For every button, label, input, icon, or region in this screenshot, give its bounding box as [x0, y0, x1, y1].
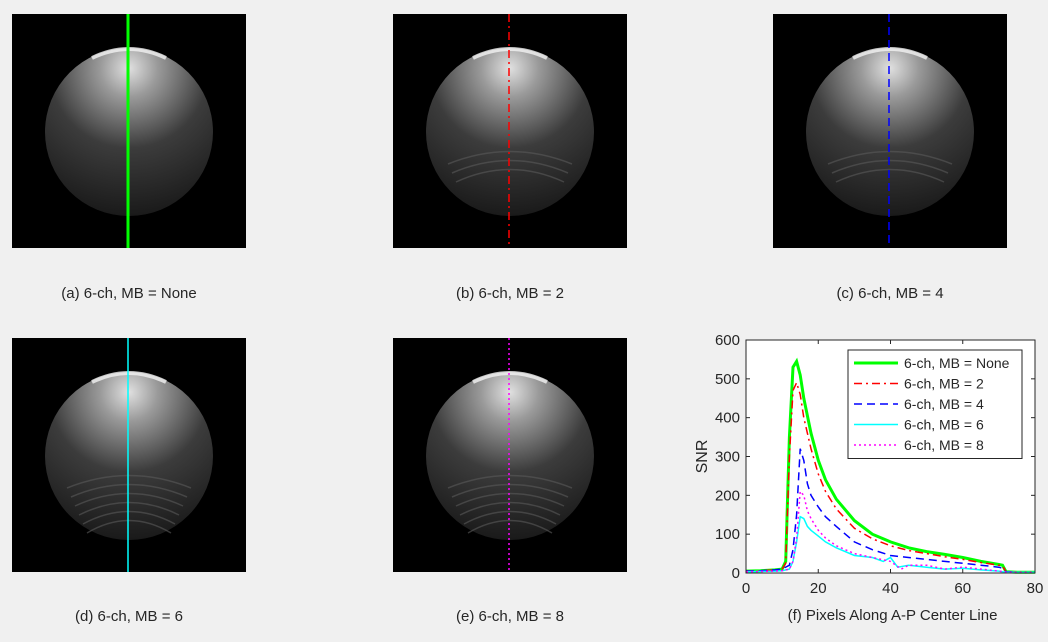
y-tick-label: 500	[715, 371, 740, 388]
mri-panel-c	[773, 14, 1007, 248]
mri-panel-d	[12, 338, 246, 572]
series-line-3	[745, 515, 1035, 573]
phantom-disc	[426, 372, 594, 540]
caption-c: (c) 6-ch, MB = 4	[836, 285, 944, 302]
caption-a: (a) 6-ch, MB = None	[61, 285, 197, 302]
chart-caption: (f) Pixels Along A-P Center Line	[788, 607, 998, 624]
caption-e: (e) 6-ch, MB = 8	[456, 608, 564, 625]
series-line-2	[745, 448, 1035, 573]
phantom-disc	[806, 48, 974, 216]
legend-label-2: 6-ch, MB = 4	[904, 396, 984, 412]
mri-panel-e	[393, 338, 627, 572]
mri-panel-a	[12, 14, 246, 248]
y-tick-label: 300	[715, 449, 740, 466]
legend-label-0: 6-ch, MB = None	[904, 355, 1010, 371]
legend-label-4: 6-ch, MB = 8	[904, 437, 984, 453]
x-tick-label: 20	[810, 580, 827, 597]
y-axis-label: SNR	[694, 440, 711, 474]
x-tick-label: 80	[1027, 580, 1044, 597]
mri-panel-b	[393, 14, 627, 248]
series-line-1	[745, 380, 1035, 573]
y-tick-label: 100	[715, 526, 740, 543]
legend-label-3: 6-ch, MB = 6	[904, 417, 984, 433]
series-line-4	[745, 489, 1035, 573]
y-tick-label: 400	[715, 410, 740, 427]
x-tick-label: 0	[742, 580, 750, 597]
y-tick-label: 0	[732, 565, 740, 582]
caption-d: (d) 6-ch, MB = 6	[75, 608, 183, 625]
legend-box	[847, 349, 1023, 459]
y-tick-label: 600	[715, 332, 740, 349]
phantom-disc	[45, 372, 213, 540]
legend-label-1: 6-ch, MB = 2	[904, 376, 984, 392]
x-tick-label: 40	[882, 580, 899, 597]
phantom-disc	[426, 48, 594, 216]
series-line-0	[745, 357, 1035, 574]
y-tick-label: 200	[715, 487, 740, 504]
caption-b: (b) 6-ch, MB = 2	[456, 285, 564, 302]
x-tick-label: 60	[954, 580, 971, 597]
